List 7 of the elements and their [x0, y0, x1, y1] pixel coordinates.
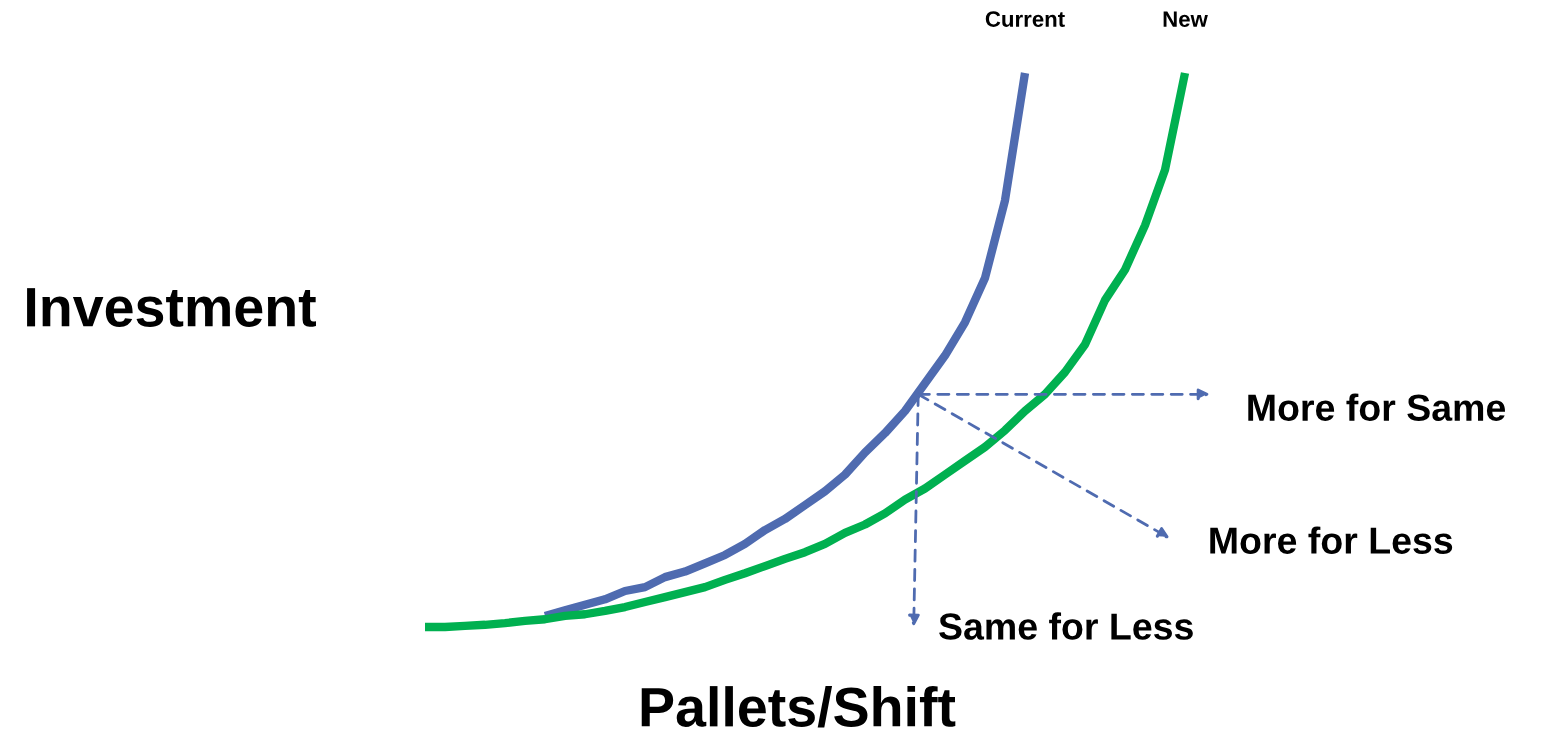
text: More for Same [1248, 393, 1506, 422]
y-axis-title: Investment [27, 288, 316, 327]
annotation: Same for Less [939, 612, 1193, 640]
x-axis-title: Pallets/Shift [641, 686, 956, 728]
text: More for Less [1210, 526, 1453, 554]
text: Current [985, 11, 1065, 27]
text: New [1163, 11, 1208, 27]
